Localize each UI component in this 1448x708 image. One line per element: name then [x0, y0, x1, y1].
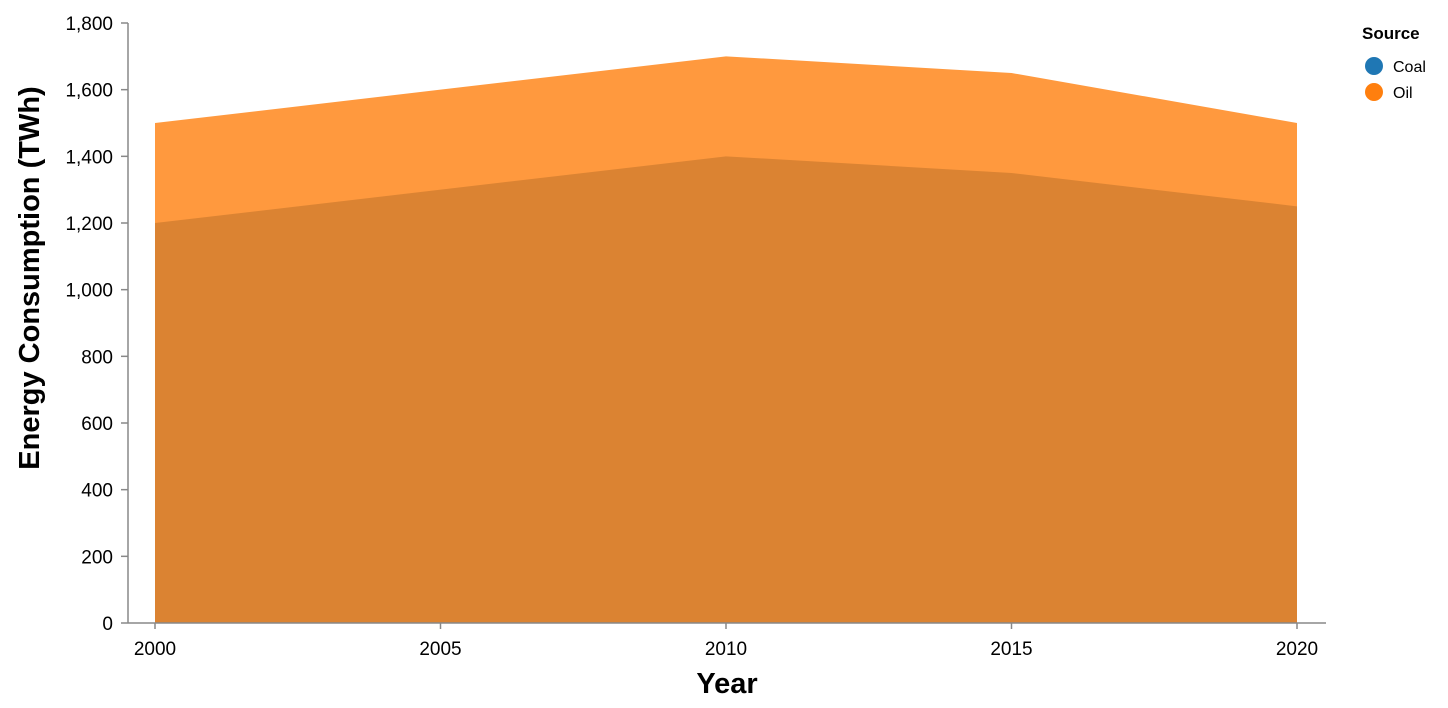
x-tick-label: 2010	[705, 639, 747, 660]
y-tick-label: 1,200	[65, 214, 113, 235]
y-tick-label: 600	[81, 414, 113, 435]
y-tick-label: 1,800	[65, 14, 113, 35]
y-tick-label: 800	[81, 347, 113, 368]
legend-label: Oil	[1393, 85, 1413, 102]
legend-items: Coal Oil	[1365, 57, 1426, 102]
y-axis: 0 200 400 600 800 1,000 1,200 1,400 1,600 1,800	[65, 14, 129, 635]
y-tick-label: 1,000	[65, 281, 113, 302]
chart-areas	[155, 56, 1297, 624]
legend: Source Coal Oil	[1362, 24, 1426, 102]
legend-swatch	[1365, 57, 1383, 75]
x-tick-label: 2005	[419, 639, 461, 660]
y-tick-label: 200	[81, 547, 113, 568]
legend-title: Source	[1362, 24, 1420, 43]
legend-item-coal: Coal	[1365, 57, 1426, 76]
x-tick-label: 2015	[990, 639, 1032, 660]
legend-item-oil: Oil	[1365, 83, 1413, 102]
legend-swatch	[1365, 83, 1383, 101]
area-oil	[155, 56, 1297, 624]
y-tick-label: 1,400	[65, 147, 113, 168]
x-axis-title: Year	[696, 668, 757, 700]
legend-label: Coal	[1393, 59, 1426, 76]
y-axis-title: Energy Consumption (TWh)	[14, 86, 46, 469]
x-tick-label: 2000	[134, 639, 176, 660]
y-tick-label: 0	[102, 614, 113, 635]
y-tick-label: 400	[81, 481, 113, 502]
x-tick-label: 2020	[1276, 639, 1318, 660]
x-axis: 2000 2005 2010 2015 2020	[128, 622, 1326, 660]
y-tick-label: 1,600	[65, 81, 113, 102]
